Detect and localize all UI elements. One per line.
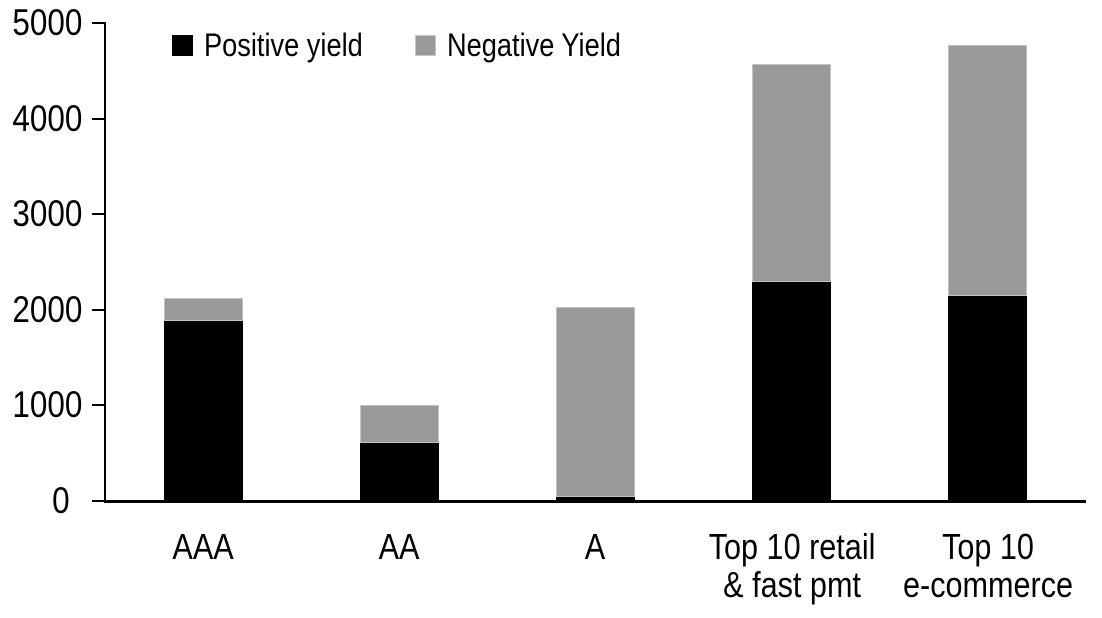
y-tick-label-2000: 2000 xyxy=(0,290,82,329)
bar-segment-positive-yield-a xyxy=(556,497,635,501)
x-category-label-aaa: AAA xyxy=(83,528,323,566)
x-category-label-text-a: A xyxy=(585,526,606,567)
y-tick-label-4000: 4000 xyxy=(0,99,82,138)
y-tick-label-text-5000: 5000 xyxy=(12,2,83,43)
bar-segment-positive-yield-aa xyxy=(359,442,439,501)
y-tick-5000 xyxy=(92,22,104,24)
x-category-label-text-top-10-retail: Top 10 retail & fast pmt xyxy=(708,526,876,605)
y-tick-4000 xyxy=(92,117,104,120)
bar-segment-negative-yield-aa xyxy=(359,405,439,443)
legend-swatch-positive-yield xyxy=(172,34,193,56)
y-tick-label-text-1000: 1000 xyxy=(12,384,83,426)
y-tick-label-5000: 5000 xyxy=(0,4,82,42)
x-category-label-text-aa: AA xyxy=(378,526,420,567)
y-tick-3000 xyxy=(92,213,104,216)
x-category-label-aa: AA xyxy=(279,528,519,566)
x-category-label-top-10: Top 10 e-commerce xyxy=(868,528,1102,604)
legend-label-positive-yield: Positive yield xyxy=(204,27,363,63)
bar-segment-negative-yield-top-10 xyxy=(948,45,1028,297)
x-category-label-text-aaa: AAA xyxy=(172,526,234,567)
y-tick-label-1000: 1000 xyxy=(0,386,82,424)
x-category-label-text-top-10: Top 10 e-commerce xyxy=(902,526,1073,605)
y-tick-1000 xyxy=(92,404,104,407)
y-tick-0 xyxy=(92,500,104,502)
bar-segment-negative-yield-top-10-retail xyxy=(752,64,832,283)
bar-segment-positive-yield-top-10 xyxy=(948,296,1028,501)
legend-label-negative-yield: Negative Yield xyxy=(447,27,621,63)
legend-swatch-negative-yield xyxy=(415,34,436,56)
y-tick-label-text-4000: 4000 xyxy=(12,97,83,139)
y-tick-label-text-3000: 3000 xyxy=(12,193,83,235)
bar-segment-positive-yield-aaa xyxy=(163,321,243,501)
y-tick-label-text-2000: 2000 xyxy=(12,288,83,330)
x-category-label-top-10-retail: Top 10 retail & fast pmt xyxy=(672,528,912,604)
bar-segment-negative-yield-aaa xyxy=(163,298,243,322)
y-axis-line xyxy=(104,22,106,502)
y-tick-label-text-0: 0 xyxy=(52,480,70,521)
legend-item-negative-yield: Negative Yield xyxy=(415,26,652,64)
x-axis-line xyxy=(104,500,1086,503)
y-tick-2000 xyxy=(92,308,104,311)
y-tick-label-0: 0 xyxy=(0,482,70,520)
x-category-label-a: A xyxy=(476,528,716,566)
y-tick-label-3000: 3000 xyxy=(0,195,82,233)
bar-segment-negative-yield-a xyxy=(556,306,635,498)
legend-item-positive-yield: Positive yield xyxy=(172,26,391,64)
bar-segment-positive-yield-top-10-retail xyxy=(752,282,832,501)
